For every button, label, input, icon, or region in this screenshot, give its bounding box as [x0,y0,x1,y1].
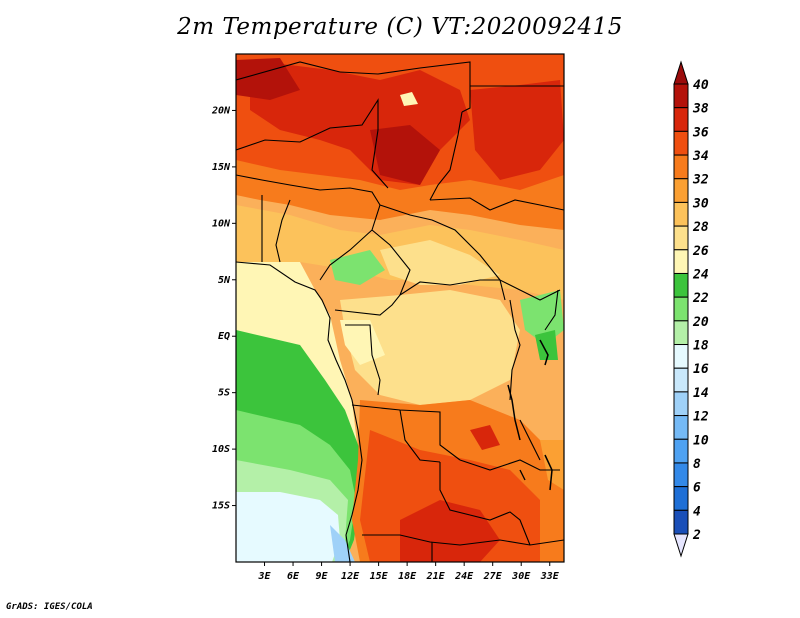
lat-tick-label: 10S [212,444,230,455]
colorbar-label: 18 [693,339,709,354]
lat-tick-label: 10N [212,218,231,229]
colorbar-label: 8 [693,457,701,472]
colorbar-label: 40 [693,78,709,93]
colorbar-label: 6 [693,481,701,496]
colorbar-box [673,201,689,227]
lon-tick-label: 27E [483,571,503,582]
grads-credit: GrADS: IGES/COLA [6,602,93,612]
lon-tick-label: 15E [370,571,389,582]
lon-tick-label: 6E [287,571,300,582]
lat-tick-label: 15N [212,162,231,173]
colorbar-label: 10 [693,433,709,448]
colorbar-label: 34 [692,149,709,164]
map-frame [235,53,565,563]
lat-axis: 20N 15N 10N 5N EQ 5S 10S 15S [211,105,236,512]
lat-tick-label: 15S [212,501,230,512]
colorbar-box [673,178,689,203]
colorbar-box [673,462,689,488]
colorbar-label: 36 [692,125,709,140]
colorbar-box [673,486,689,511]
temperature-field [236,54,564,562]
lon-axis: 3E 6E 9E 12E 15E 18E 21E 24E 27E 30E 33E [257,562,560,582]
lon-tick-label: 12E [341,571,360,582]
political-boundaries [236,61,564,562]
lon-tick-label: 3E [257,571,271,582]
colorbar-label: 22 [692,291,709,306]
colorbar-box [673,296,689,322]
colorbar-label: 20 [692,315,709,330]
lon-tick-label: 30E [511,571,531,582]
colorbar-label: 14 [693,386,709,401]
colorbar-over-triangle [673,60,689,85]
colorbar-under-triangle [673,533,689,558]
colorbar-box [673,130,689,156]
lat-tick-label: 5S [218,388,230,399]
colorbar-box [673,107,689,132]
colorbar-box [673,272,689,298]
colorbar-label: 12 [693,410,709,425]
colorbar-box [673,249,689,274]
lon-tick-label: 24E [454,571,474,582]
colorbar-label: 38 [692,102,709,117]
lat-tick-label: EQ [218,331,230,342]
colorbar-label: 4 [693,504,701,519]
colorbar-box [673,391,689,417]
lon-tick-label: 21E [426,571,446,582]
colorbar-box [673,415,689,440]
chart-title: 2m Temperature (C) VT:2020092415 [177,14,623,40]
lon-tick-label: 18E [398,571,417,582]
colorbar-box [673,154,689,180]
lon-tick-label: 9E [316,571,329,582]
colorbar-box [673,344,689,369]
colorbar-label: 30 [692,196,709,211]
lon-tick-label: 33E [540,571,560,582]
colorbar-label: 16 [693,362,709,377]
colorbar-label: 26 [692,244,709,259]
lat-tick-label: 20N [211,105,231,116]
colorbar-label: 32 [692,173,709,188]
colorbar-label: 24 [692,267,709,282]
colorbar-box [673,320,689,346]
colorbar-box [673,83,689,109]
colorbar-box [673,509,689,535]
colorbar-box [673,367,689,393]
colorbar-box [673,225,689,251]
colorbar-label: 28 [692,220,709,235]
colorbar-box [673,438,689,464]
lat-tick-label: 5N [218,275,231,286]
colorbar-label: 2 [692,528,701,543]
